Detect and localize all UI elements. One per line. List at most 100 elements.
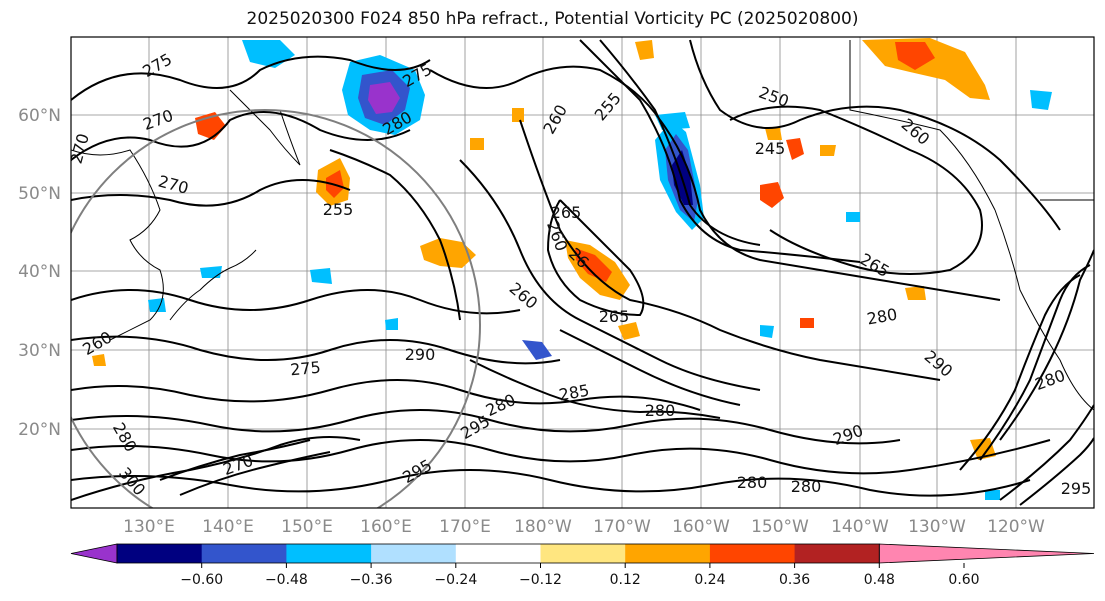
contour-line	[999, 404, 1094, 501]
pv-patch	[470, 138, 484, 150]
pv-patch	[385, 318, 398, 330]
lon-label: 130°E	[123, 517, 175, 537]
colorbar-tick-label: 0.48	[864, 572, 895, 588]
lat-label: 50°N	[18, 184, 61, 204]
pv-patch	[905, 286, 926, 300]
page-title: 2025020300 F024 850 hPa refract., Potent…	[246, 9, 859, 29]
lat-label: 20°N	[18, 420, 61, 440]
contour-line	[71, 179, 351, 207]
contour-line	[71, 111, 411, 161]
colorbar	[70, 543, 1095, 564]
pv-patch	[760, 325, 774, 338]
pv-patch	[200, 266, 222, 278]
colorbar-tick-label: 0.36	[779, 572, 810, 588]
colorbar-extend-max	[878, 543, 1095, 564]
lon-label: 150°E	[281, 517, 333, 537]
coastline-japan	[169, 249, 257, 321]
pv-patch	[846, 212, 860, 222]
contour-label: 265	[551, 203, 582, 222]
lon-label: 170°W	[593, 517, 651, 537]
lon-label: 140°W	[831, 517, 889, 537]
colorbar-segment	[625, 544, 711, 563]
pv-patch	[635, 40, 654, 60]
colorbar-tick-label: −0.12	[519, 572, 562, 588]
contour-label: 280	[737, 473, 768, 492]
pv-patch	[800, 318, 814, 328]
colorbar-tick-label: −0.24	[434, 572, 477, 588]
contour-line	[159, 439, 311, 481]
contour-label: 280	[645, 401, 676, 420]
pv-shading	[92, 38, 1052, 500]
lon-label: 120°W	[987, 517, 1045, 537]
coastline-asia	[71, 149, 164, 341]
contour-line	[459, 159, 761, 391]
colorbar-extend-min	[70, 543, 118, 564]
lon-label: 160°E	[360, 517, 412, 537]
pv-patch	[512, 108, 524, 122]
lon-label: 180°W	[514, 517, 572, 537]
contour-line	[71, 435, 361, 501]
colorbar-segment	[455, 544, 541, 563]
contour-label: 280	[791, 477, 822, 496]
contour-line	[71, 379, 701, 411]
colorbar-tick-label: 0.24	[694, 572, 725, 588]
contour-line	[429, 65, 1001, 301]
coastline-alaska	[849, 40, 996, 211]
range-ring	[71, 109, 481, 508]
pv-patch	[92, 354, 106, 366]
colorbar-segment	[286, 544, 372, 563]
colorbar-ticks: −0.60 −0.48 −0.36 −0.24 −0.12 0.12 0.24 0.36 0.4…	[180, 563, 980, 588]
lat-label: 30°N	[18, 341, 61, 361]
contour-line	[71, 469, 1031, 497]
pv-patch	[310, 268, 332, 284]
contour-line	[1019, 437, 1094, 506]
contour-line	[729, 105, 983, 275]
colorbar-tick-label: −0.60	[180, 572, 223, 588]
colorbar-tick-label: −0.36	[350, 572, 393, 588]
contour-line	[71, 409, 901, 445]
colorbar-segment	[371, 544, 457, 563]
contour-line	[71, 55, 431, 101]
colorbar-frame	[116, 543, 880, 564]
contour-line	[559, 329, 741, 406]
longitude-labels: 130°E 140°E 150°E 160°E 170°E 180°W 170°W 160°W…	[123, 517, 1045, 537]
contour-line	[579, 39, 861, 263]
contour-label: 255	[323, 200, 354, 219]
pv-patch	[862, 38, 990, 100]
colorbar-tick-label: 0.12	[610, 572, 641, 588]
pv-patch	[1030, 90, 1052, 110]
lon-label: 150°W	[751, 517, 809, 537]
colorbar-segment	[540, 544, 626, 563]
range-ring-circle	[71, 109, 481, 508]
pv-patch	[368, 82, 400, 114]
lat-label: 40°N	[18, 262, 61, 282]
coastline-north-america	[994, 209, 1094, 411]
contour-line	[71, 289, 521, 315]
colorbar-segment	[117, 544, 203, 563]
colorbar-segment	[709, 544, 796, 563]
refractivity-contours	[71, 39, 1094, 506]
pv-patch	[895, 42, 935, 70]
contour-line	[999, 249, 1094, 441]
contour-line	[546, 199, 645, 317]
pv-patch	[148, 298, 166, 312]
contour-line	[519, 119, 941, 381]
lon-label: 130°W	[908, 517, 966, 537]
pv-patch	[765, 128, 782, 140]
colorbar-tick-label: −0.48	[265, 572, 308, 588]
contour-line	[179, 451, 331, 496]
pv-patch	[985, 490, 1000, 500]
map-frame	[70, 36, 1095, 509]
lon-label: 160°W	[672, 517, 730, 537]
coastlines	[71, 40, 1094, 411]
lon-label: 170°E	[439, 517, 491, 537]
pv-patch	[820, 145, 836, 156]
latitude-labels: 60°N 50°N 40°N 30°N 20°N	[18, 106, 61, 440]
contour-label: 290	[405, 345, 436, 364]
colorbar-tick-label: 0.60	[948, 572, 979, 588]
contour-line	[959, 274, 1081, 471]
lat-label: 60°N	[18, 106, 61, 126]
pv-patch	[786, 138, 804, 160]
contour-label: 245	[755, 139, 786, 158]
